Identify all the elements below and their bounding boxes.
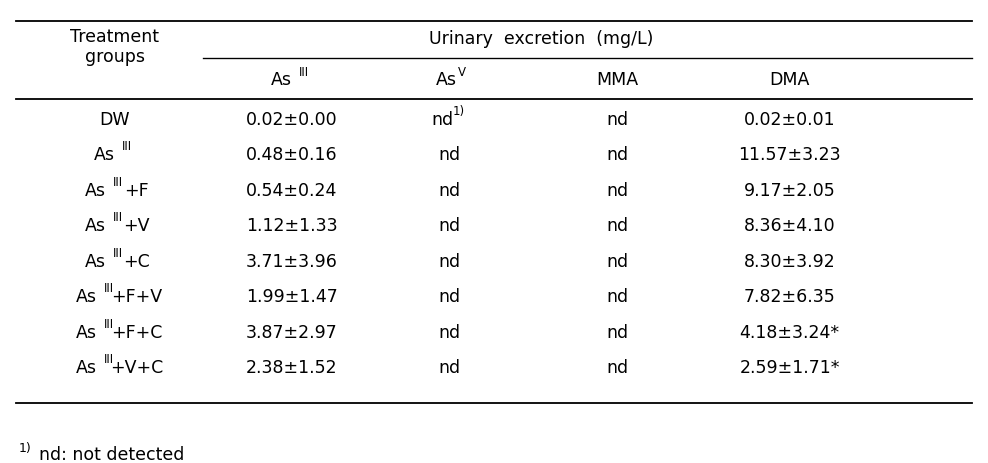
Text: 2.59±1.71*: 2.59±1.71* [739, 359, 840, 377]
Text: As: As [85, 253, 106, 271]
Text: MMA: MMA [596, 71, 638, 89]
Text: III: III [122, 140, 131, 153]
Text: +V+C: +V+C [111, 359, 163, 377]
Text: 3.87±2.97: 3.87±2.97 [246, 324, 338, 342]
Text: 1.12±1.33: 1.12±1.33 [246, 217, 338, 235]
Text: nd: nd [606, 253, 628, 271]
Text: nd: nd [439, 324, 460, 342]
Text: nd: nd [606, 181, 628, 200]
Text: III: III [104, 318, 114, 331]
Text: V: V [457, 66, 465, 79]
Text: Treatment: Treatment [70, 28, 159, 45]
Text: nd: nd [439, 359, 460, 377]
Text: nd: nd [439, 181, 460, 200]
Text: 0.02±0.01: 0.02±0.01 [744, 111, 836, 129]
Text: nd: nd [439, 288, 460, 306]
Text: 4.18±3.24*: 4.18±3.24* [739, 324, 840, 342]
Text: 7.82±6.35: 7.82±6.35 [744, 288, 836, 306]
Text: III: III [298, 66, 309, 79]
Text: Urinary  excretion  (mg/L): Urinary excretion (mg/L) [429, 30, 653, 48]
Text: As: As [271, 71, 292, 89]
Text: III: III [113, 176, 123, 189]
Text: groups: groups [85, 48, 144, 66]
Text: nd: nd [606, 288, 628, 306]
Text: nd: nd [606, 111, 628, 129]
Text: 1.99±1.47: 1.99±1.47 [246, 288, 338, 306]
Text: III: III [104, 282, 114, 295]
Text: +F+C: +F+C [112, 324, 163, 342]
Text: nd: nd [606, 324, 628, 342]
Text: +V: +V [124, 217, 150, 235]
Text: 8.30±3.92: 8.30±3.92 [744, 253, 836, 271]
Text: DW: DW [100, 111, 130, 129]
Text: nd: nd [439, 146, 460, 164]
Text: As: As [76, 288, 97, 306]
Text: nd: nd [439, 217, 460, 235]
Text: nd: not detected: nd: not detected [39, 446, 184, 463]
Text: 9.17±2.05: 9.17±2.05 [744, 181, 836, 200]
Text: As: As [85, 181, 106, 200]
Text: III: III [113, 247, 123, 260]
Text: 0.02±0.00: 0.02±0.00 [246, 111, 338, 129]
Text: 0.54±0.24: 0.54±0.24 [246, 181, 338, 200]
Text: III: III [104, 353, 114, 367]
Text: III: III [113, 212, 123, 225]
Text: As: As [76, 324, 97, 342]
Text: nd: nd [606, 217, 628, 235]
Text: As: As [85, 217, 106, 235]
Text: nd: nd [606, 146, 628, 164]
Text: As: As [436, 71, 456, 89]
Text: As: As [94, 146, 115, 164]
Text: +F: +F [124, 181, 149, 200]
Text: 1): 1) [19, 442, 32, 455]
Text: +F+V: +F+V [112, 288, 162, 306]
Text: 0.48±0.16: 0.48±0.16 [246, 146, 338, 164]
Text: nd: nd [432, 111, 453, 129]
Text: +C: +C [124, 253, 150, 271]
Text: 11.57±3.23: 11.57±3.23 [738, 146, 841, 164]
Text: nd: nd [439, 253, 460, 271]
Text: As: As [76, 359, 97, 377]
Text: DMA: DMA [770, 71, 810, 89]
Text: 8.36±4.10: 8.36±4.10 [744, 217, 836, 235]
Text: 3.71±3.96: 3.71±3.96 [246, 253, 338, 271]
Text: nd: nd [606, 359, 628, 377]
Text: 2.38±1.52: 2.38±1.52 [246, 359, 338, 377]
Text: 1): 1) [453, 105, 464, 118]
